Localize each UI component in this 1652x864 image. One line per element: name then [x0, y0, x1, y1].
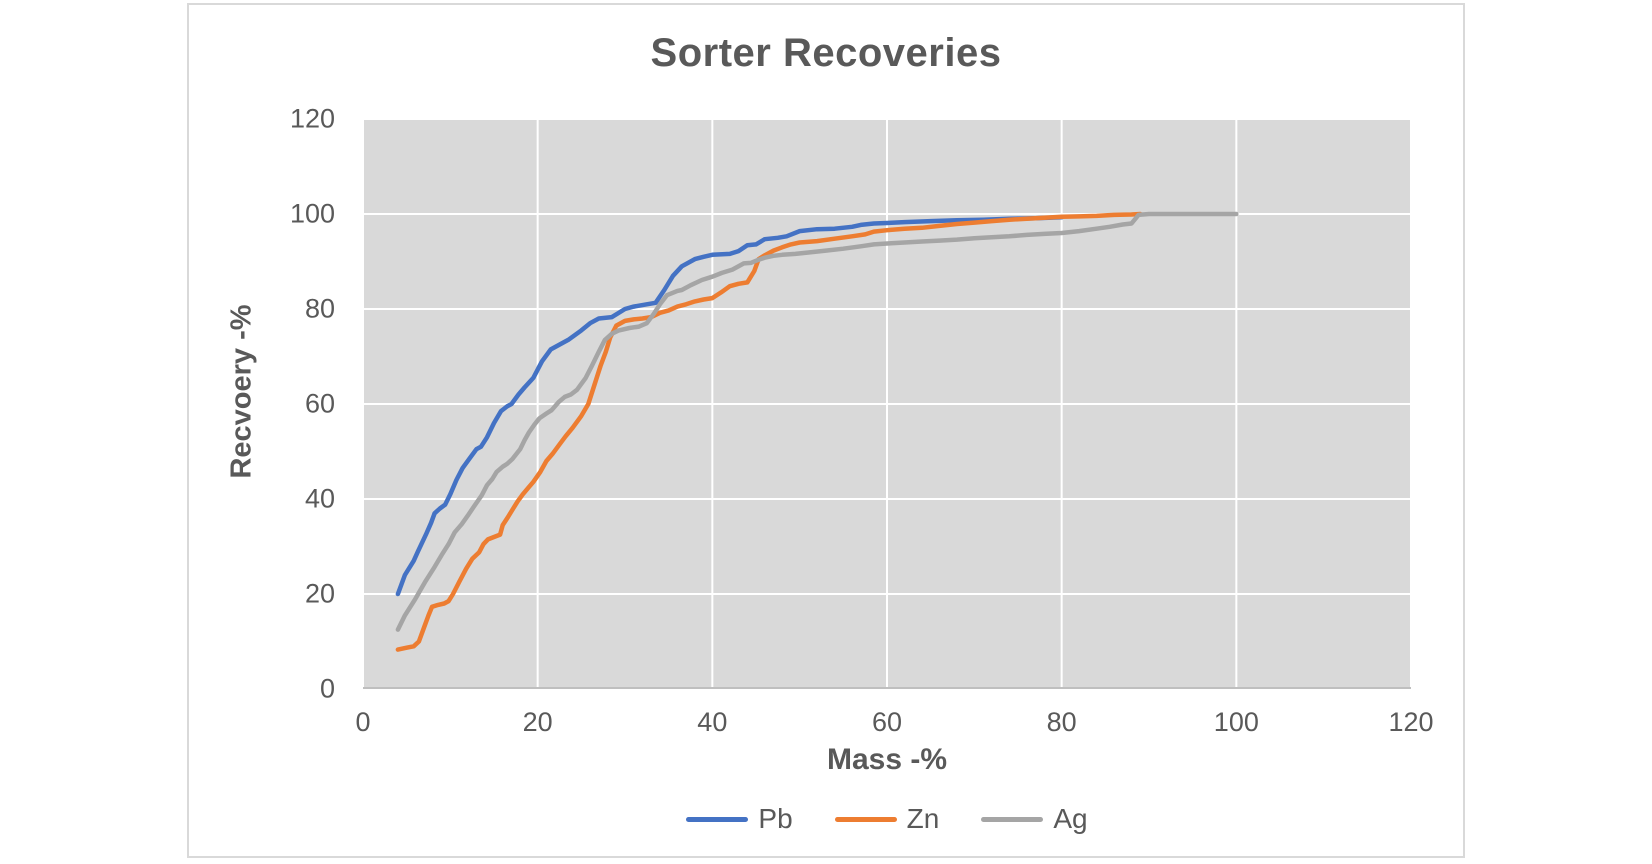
- legend-swatch-zn: [834, 816, 897, 822]
- y-tick-label-100: 100: [289, 198, 335, 229]
- y-tick-label-60: 60: [304, 388, 335, 419]
- y-tick-label-20: 20: [304, 578, 335, 609]
- legend-item-pb: Pb: [686, 803, 793, 835]
- chart-frame: Sorter Recoveries Recvoery -% 0 20 40 60 80 1…: [187, 3, 1465, 858]
- chart-title: Sorter Recoveries: [650, 31, 1002, 75]
- y-tick-label-40: 40: [304, 483, 335, 514]
- x-tick-label-0: 0: [355, 707, 371, 737]
- x-tick-label-20: 20: [522, 707, 553, 737]
- x-tick-label-120: 120: [1388, 707, 1434, 737]
- series-line-pb: [395, 215, 1064, 597]
- x-tick-label-40: 40: [697, 707, 728, 737]
- x-axis-title: Mass -%: [826, 743, 948, 776]
- x-tick-label-100: 100: [1213, 707, 1259, 737]
- y-tick-label-120: 120: [289, 103, 335, 134]
- y-tick-label-80: 80: [304, 293, 335, 324]
- legend-label-ag: Ag: [1053, 803, 1088, 834]
- legend-swatch-ag: [981, 816, 1044, 822]
- legend-label-zn: Zn: [906, 803, 940, 834]
- x-tick-label-60: 60: [871, 707, 903, 737]
- legend-swatch-pb: [686, 816, 749, 822]
- series-line-ag: [395, 211, 1239, 632]
- y-tick-label-0: 0: [319, 673, 335, 704]
- legend: Pb Zn Ag: [363, 803, 1411, 835]
- legend-label-pb: Pb: [758, 803, 793, 834]
- legend-item-zn: Zn: [834, 803, 940, 835]
- legend-item-ag: Ag: [981, 803, 1088, 835]
- x-tick-label-80: 80: [1046, 707, 1077, 737]
- plot-area: [363, 119, 1411, 689]
- series-line-zn: [395, 211, 1143, 652]
